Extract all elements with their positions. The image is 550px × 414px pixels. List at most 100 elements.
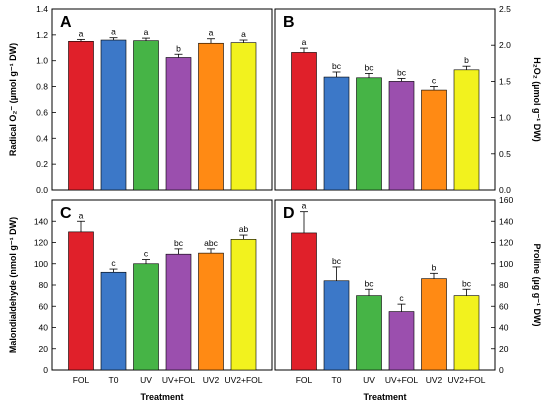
y-tick-label: 0.0 xyxy=(36,185,48,195)
bar-uv2 xyxy=(421,89,447,191)
significance-label: c xyxy=(399,293,404,303)
y-tick-label: 0.0 xyxy=(499,185,511,195)
significance-label: bc xyxy=(174,238,184,248)
panel-letter: B xyxy=(283,14,295,31)
bar-uv2-plus-fol xyxy=(453,295,480,371)
y-tick-label: 0 xyxy=(499,365,504,375)
panel-a: 0.0 0.2 0.4 0.6 0.8 1.0 1.2 1.4 Radical O₂⁻ (µmo… xyxy=(8,4,273,195)
bar-t0 xyxy=(100,271,127,371)
significance-label: abc xyxy=(204,238,218,248)
significance-label: a xyxy=(209,28,214,38)
significance-label: bc xyxy=(397,68,407,78)
panel-c: 0 20 40 60 80 100 120 140 Malondialdehyde (nmol … xyxy=(8,199,273,402)
bar-uv xyxy=(356,295,382,371)
bar-uv2 xyxy=(198,42,224,191)
y-axis-label: Radical O₂⁻ (µmol g⁻¹ DW) xyxy=(8,43,18,156)
y-tick-label: 140 xyxy=(499,216,513,226)
bar-fol xyxy=(291,52,317,191)
y-tick-label: 80 xyxy=(39,280,49,290)
y-tick-label: 40 xyxy=(39,323,49,333)
panel-letter: A xyxy=(60,14,72,31)
significance-label: a xyxy=(302,201,307,211)
significance-label: b xyxy=(176,43,181,53)
x-tick-label: UV+FOL xyxy=(385,375,419,385)
bar-uv2 xyxy=(198,252,224,371)
bar-t0 xyxy=(323,280,350,371)
y-tick-label: 0 xyxy=(43,365,48,375)
panel-letter: C xyxy=(60,205,72,222)
significance-label: a xyxy=(79,210,84,220)
significance-label: a xyxy=(241,29,246,39)
y-tick-label: 1.0 xyxy=(36,56,48,66)
x-tick-label: UV2+FOL xyxy=(447,375,485,385)
y-tick-label: 0.5 xyxy=(499,149,511,159)
significance-label: bc xyxy=(332,256,342,266)
y-tick-label: 120 xyxy=(34,238,48,248)
significance-label: bc xyxy=(462,278,472,288)
x-axis-label: Treatment xyxy=(140,392,183,402)
bar-t0 xyxy=(100,39,127,191)
bar-t0 xyxy=(323,76,350,191)
significance-label: b xyxy=(464,55,469,65)
significance-label: c xyxy=(432,75,437,85)
y-tick-label: 0.8 xyxy=(36,82,48,92)
bar-uv-plus-fol xyxy=(165,57,192,191)
y-tick-label: 60 xyxy=(39,301,49,311)
x-tick-label: UV+FOL xyxy=(162,375,196,385)
significance-label: c xyxy=(111,258,116,268)
x-tick-label: UV2+FOL xyxy=(224,375,262,385)
x-axis-label: Treatment xyxy=(363,392,406,402)
bar-uv xyxy=(133,40,159,191)
significance-label: bc xyxy=(365,62,375,72)
bar-uv xyxy=(356,77,382,191)
y-tick-label: 60 xyxy=(499,301,509,311)
significance-label: c xyxy=(144,249,149,259)
y-axis-label: Proline (µg g⁻¹ DW) xyxy=(532,244,542,327)
y-tick-label: 1.5 xyxy=(499,76,511,86)
y-tick-label: 100 xyxy=(499,259,513,269)
bar-fol xyxy=(68,41,94,191)
y-tick-label: 40 xyxy=(499,323,509,333)
significance-label: b xyxy=(432,262,437,272)
y-axis-label: H₂O₂ (µmol g⁻¹ DW) xyxy=(532,57,542,141)
y-axis-label: Malondialdehyde (nmol g⁻¹ DW) xyxy=(8,217,18,353)
y-tick-label: 1.2 xyxy=(36,30,48,40)
y-tick-label: 160 xyxy=(499,195,513,205)
x-tick-label: UV2 xyxy=(426,375,443,385)
x-tick-label: UV xyxy=(140,375,152,385)
bar-uv2-plus-fol xyxy=(453,69,480,191)
bar-uv2 xyxy=(421,278,447,371)
bar-fol xyxy=(68,231,94,371)
x-tick-label: UV2 xyxy=(203,375,220,385)
y-tick-label: 140 xyxy=(34,216,48,226)
significance-label: a xyxy=(302,37,307,47)
y-tick-label: 20 xyxy=(39,344,49,354)
x-tick-label: T0 xyxy=(332,375,342,385)
plot-frame xyxy=(51,8,273,191)
bar-uv-plus-fol xyxy=(388,311,415,371)
significance-label: bc xyxy=(332,61,342,71)
x-tick-label: UV xyxy=(363,375,375,385)
bar-uv-plus-fol xyxy=(388,81,415,191)
y-tick-label: 2.5 xyxy=(499,4,511,14)
bar-uv2-plus-fol xyxy=(230,42,257,191)
y-tick-label: 1.0 xyxy=(499,113,511,123)
x-tick-label: FOL xyxy=(296,375,313,385)
significance-label: ab xyxy=(239,224,249,234)
plot-frame xyxy=(274,8,496,191)
x-tick-label: T0 xyxy=(109,375,119,385)
panel-d: 0 20 40 60 80 100 120 140 160 Proline (µg g⁻¹ DW)… xyxy=(274,195,542,402)
panel-letter: D xyxy=(283,205,295,222)
bar-uv-plus-fol xyxy=(165,253,192,371)
y-tick-label: 80 xyxy=(499,280,509,290)
bar-fol xyxy=(291,232,317,371)
significance-label: a xyxy=(144,27,149,37)
y-tick-label: 100 xyxy=(34,259,48,269)
y-tick-label: 0.2 xyxy=(36,159,48,169)
bar-uv xyxy=(133,263,159,371)
x-tick-label: FOL xyxy=(73,375,90,385)
y-tick-label: 0.6 xyxy=(36,107,48,117)
y-tick-label: 20 xyxy=(499,344,509,354)
